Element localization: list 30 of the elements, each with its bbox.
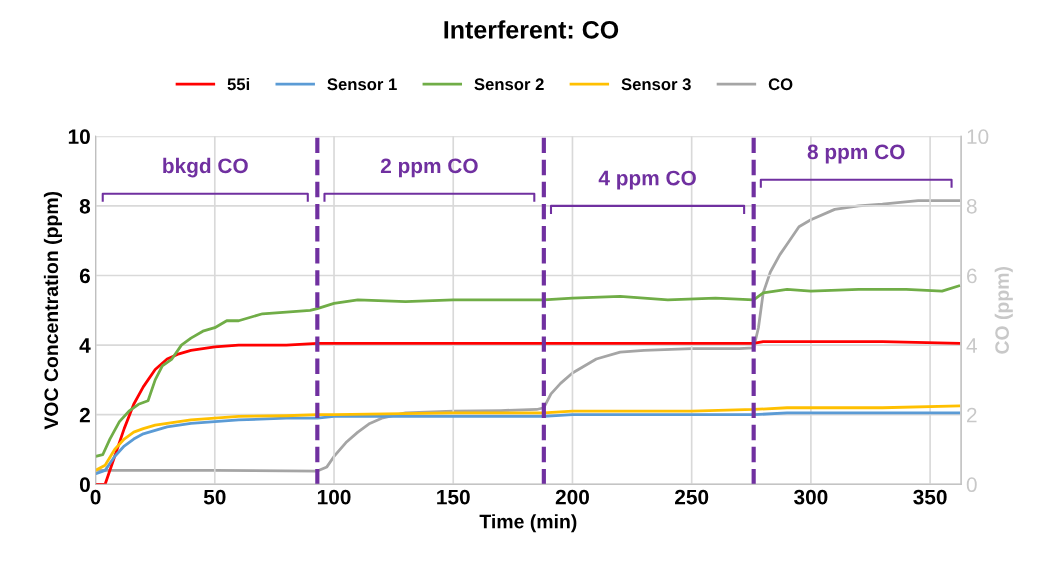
y-axis-title: VOC Concentration (ppm)	[43, 191, 62, 430]
line-series	[95, 199, 961, 473]
line-series	[95, 404, 961, 472]
x-tick-label: 350	[913, 489, 947, 505]
x-tick-label: 300	[793, 489, 828, 505]
y-tick-label: 4	[79, 338, 91, 353]
x-tick-label: 250	[675, 489, 709, 505]
line-series	[95, 284, 961, 458]
legend-label: Sensor 2	[474, 78, 544, 91]
x-tick-label: 0	[90, 489, 101, 505]
y-tick-label: 2	[79, 407, 90, 423]
chart-title: Interferent: CO	[444, 20, 619, 39]
legend-label: Sensor 3	[621, 78, 691, 91]
line-series	[95, 411, 961, 476]
y-tick-label: 0	[79, 477, 90, 493]
legend-label: Sensor 1	[327, 78, 397, 91]
annotation: 2 ppm CO	[380, 158, 478, 178]
annotation: bkgd CO	[163, 157, 248, 178]
annotation: 4 ppm CO	[598, 170, 696, 190]
y-tick-label: 8	[79, 198, 91, 214]
x-tick-label: 150	[437, 489, 470, 505]
x-tick-label: 50	[203, 489, 226, 505]
x-tick-label: 200	[555, 489, 589, 505]
x-axis-title: Time (min)	[479, 514, 577, 533]
legend-label: 55i	[227, 77, 250, 91]
x-tick-label: 100	[317, 489, 351, 505]
annotation: 8 ppm CO	[807, 144, 905, 164]
legend-label: CO	[768, 78, 793, 91]
y-tick-label: 10	[68, 129, 90, 145]
y-tick-label: 6	[79, 268, 90, 284]
